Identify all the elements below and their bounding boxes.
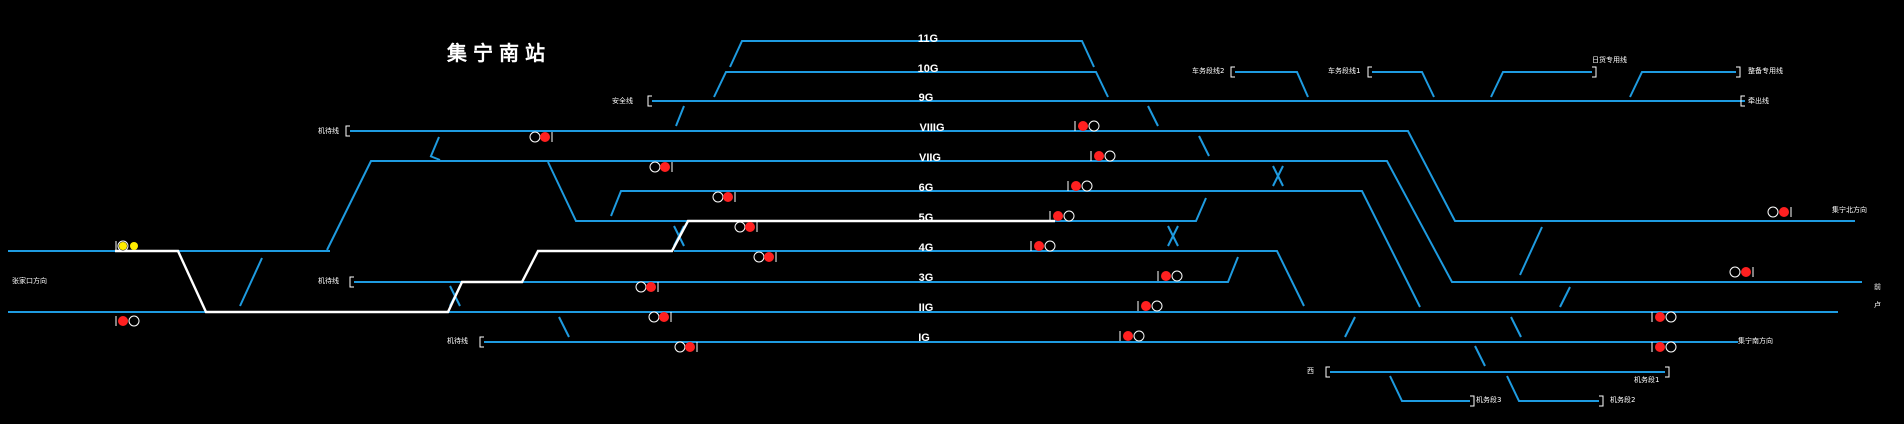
track-3g[interactable]	[354, 256, 1239, 283]
signal[interactable]	[115, 315, 140, 327]
signal[interactable]	[712, 191, 736, 203]
buffer-stop	[647, 95, 652, 107]
crossover[interactable]	[1198, 135, 1210, 157]
track-depot-2[interactable]	[1235, 71, 1309, 98]
label-siding-mid-left: 机待线	[318, 276, 339, 285]
signal[interactable]	[674, 341, 698, 353]
buffer-stop	[1665, 366, 1670, 378]
label-right-upper: 集宁北方向	[1832, 205, 1867, 214]
crossover[interactable]	[1510, 316, 1522, 338]
track-10g[interactable]	[713, 71, 1109, 98]
signal[interactable]	[1651, 311, 1677, 323]
signal[interactable]	[1067, 180, 1093, 192]
label-siding-lower-left: 机待线	[447, 336, 468, 345]
track-label-9g: 9G	[919, 92, 934, 104]
buffer-stop	[479, 336, 484, 348]
track-6g[interactable]	[610, 190, 1421, 308]
track-label-11g: 11G	[918, 33, 938, 45]
track-depot-1[interactable]	[1372, 71, 1435, 98]
label-bottom-depot-1: 机务段1	[1634, 375, 1659, 384]
track-label-10g: 10G	[918, 63, 939, 75]
signal[interactable]	[648, 311, 672, 323]
buffer-stop	[1470, 395, 1475, 407]
crossover[interactable]	[1474, 345, 1486, 367]
crossover[interactable]	[1344, 316, 1356, 338]
crossover[interactable]	[430, 136, 440, 157]
track-network	[8, 40, 1862, 402]
label-left-main: 张家口方向	[12, 276, 47, 285]
track-label-viig: VIIG	[919, 152, 941, 164]
label-depot-1: 车务段线1	[1328, 66, 1360, 75]
label-industrial-line: 日货专用线	[1592, 55, 1627, 64]
track-industrial-line[interactable]	[1490, 71, 1592, 98]
track-viig[interactable]	[326, 160, 1862, 283]
label-bottom-depot-3: 机务段3	[1476, 395, 1501, 404]
label-safety-line: 安全线	[612, 96, 633, 105]
label-right-lower-2: 卢	[1874, 300, 1881, 309]
track-label-iig: IIG	[919, 302, 934, 314]
signal[interactable]	[734, 221, 758, 233]
crossover[interactable]	[675, 105, 685, 127]
signal[interactable]	[1729, 266, 1754, 278]
crossover[interactable]	[429, 155, 441, 161]
track-label-viiig: VIIIG	[919, 122, 944, 134]
label-bottom-left-marker: 西	[1307, 367, 1314, 375]
signal[interactable]	[1030, 240, 1056, 252]
track-label-6g: 6G	[919, 182, 934, 194]
crossover[interactable]	[239, 257, 263, 307]
signal[interactable]	[753, 251, 777, 263]
signal[interactable]	[635, 281, 659, 293]
buffer-stop	[1325, 366, 1330, 378]
signal[interactable]	[1119, 330, 1145, 342]
buffer-stop	[1230, 66, 1235, 78]
track-bottom-depot-2[interactable]	[1506, 375, 1599, 402]
label-lower-right-1: 集宁南方向	[1738, 336, 1773, 345]
track-label-ig: IG	[918, 332, 930, 344]
station-title: 集宁南站	[446, 41, 551, 65]
track-label-4g: 4G	[919, 242, 934, 254]
crossover[interactable]	[1272, 165, 1284, 187]
buffer-stop	[1740, 95, 1745, 107]
track-11g[interactable]	[729, 40, 1095, 68]
crossover[interactable]	[558, 316, 570, 338]
label-right-lower-1: 前	[1874, 282, 1881, 291]
crossover[interactable]	[1559, 286, 1571, 308]
track-viiig[interactable]	[350, 130, 1855, 222]
label-siding-upper-left: 机待线	[318, 126, 339, 135]
crossover[interactable]	[1167, 225, 1179, 247]
buffer-stop	[1736, 66, 1741, 78]
signal[interactable]	[529, 131, 553, 143]
track-bottom-depot-3[interactable]	[1389, 375, 1470, 402]
buffer-stop	[1367, 66, 1372, 78]
buffer-stop	[345, 125, 350, 137]
signal[interactable]	[1137, 300, 1163, 312]
signal[interactable]	[1157, 270, 1183, 282]
signal[interactable]	[1651, 341, 1677, 353]
buffer-stop	[1592, 66, 1597, 78]
label-spur-top-right: 整备专用线	[1748, 66, 1783, 75]
track-label-5g: 5G	[919, 212, 934, 224]
track-4g[interactable]	[674, 250, 1305, 307]
signal[interactable]	[649, 161, 673, 173]
signal[interactable]	[1074, 120, 1100, 132]
signal[interactable]	[115, 240, 138, 252]
buffer-stop	[1599, 395, 1604, 407]
signal[interactable]	[1090, 150, 1116, 162]
active-route	[115, 219, 1055, 314]
signal[interactable]	[1767, 206, 1792, 218]
buffer-stop	[349, 276, 354, 288]
label-spur-9g-right: 牵出线	[1748, 96, 1769, 105]
crossover[interactable]	[1147, 105, 1159, 127]
track-label-3g: 3G	[919, 272, 934, 284]
signal[interactable]	[1049, 210, 1075, 222]
crossover[interactable]	[1519, 226, 1543, 276]
track-spur-top-right[interactable]	[1629, 71, 1736, 98]
label-bottom-depot-2: 机务段2	[1610, 395, 1635, 404]
label-depot-2: 车务段线2	[1192, 66, 1224, 75]
